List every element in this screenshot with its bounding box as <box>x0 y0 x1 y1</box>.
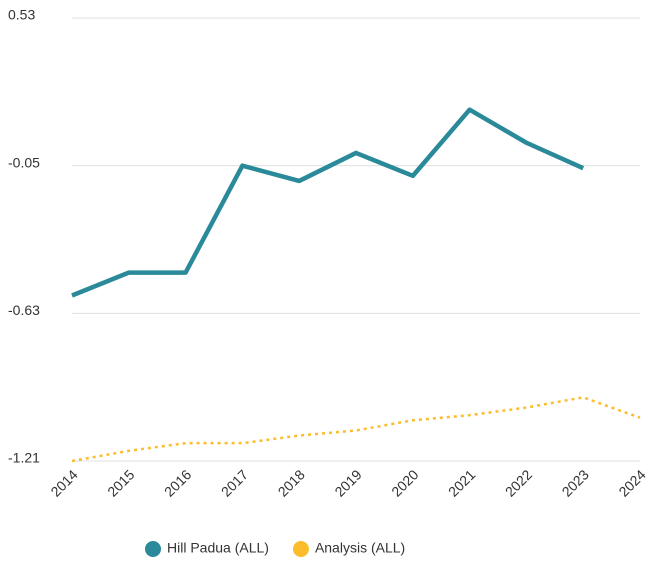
x-tick-label: 2021 <box>445 466 478 499</box>
legend-swatch <box>292 541 309 557</box>
legend-swatch <box>145 541 161 557</box>
x-tick-label: 2018 <box>275 466 308 499</box>
x-tick-label: 2022 <box>502 466 535 499</box>
x-tick-label: 2014 <box>47 466 80 499</box>
x-tick-label: 2023 <box>559 466 592 499</box>
x-tick-label: 2016 <box>161 466 194 499</box>
x-tick-label: 2015 <box>104 466 137 499</box>
x-tick-label: 2020 <box>388 466 421 499</box>
y-tick-label: -0.05 <box>8 154 40 170</box>
y-tick-label: -1.21 <box>8 450 40 466</box>
legend-label: Analysis (ALL) <box>315 540 405 556</box>
x-tick-label: 2017 <box>218 466 251 499</box>
y-tick-label: -0.63 <box>8 302 40 318</box>
x-tick-label: 2024 <box>615 466 648 499</box>
legend-item: Hill Padua (ALL) <box>145 540 269 557</box>
y-tick-label: 0.53 <box>8 7 35 23</box>
legend-label: Hill Padua (ALL) <box>167 540 269 556</box>
series-line <box>71 107 585 298</box>
x-tick-label: 2019 <box>331 466 364 499</box>
legend-item: Analysis (ALL) <box>292 540 405 557</box>
series-line <box>71 396 641 463</box>
